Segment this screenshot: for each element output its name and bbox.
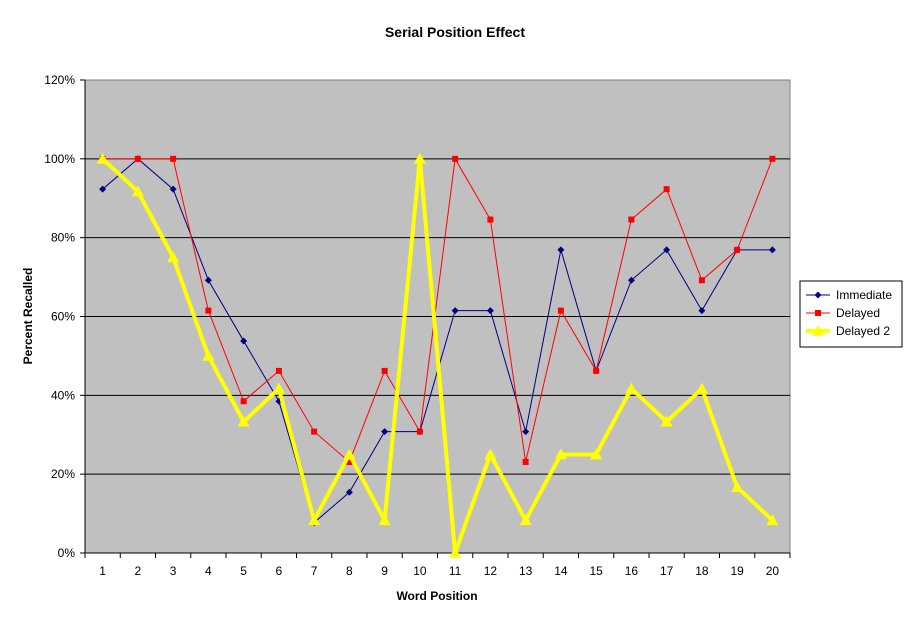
data-point-delayed-2 <box>660 415 673 427</box>
data-point-immediate <box>557 246 565 254</box>
data-point-delayed-2 <box>378 514 391 526</box>
data-point-delayed-2 <box>766 514 779 526</box>
data-point-immediate <box>381 428 389 436</box>
data-point-delayed-2 <box>131 185 144 197</box>
x-tick-label: 6 <box>276 564 283 578</box>
data-point-immediate <box>768 246 776 254</box>
legend-label-immediate: Immediate <box>836 288 892 302</box>
x-tick-label: 8 <box>346 564 353 578</box>
y-tick-label: 120% <box>44 73 75 87</box>
data-point-delayed <box>769 155 776 162</box>
x-tick-label: 5 <box>240 564 247 578</box>
data-point-immediate <box>99 185 107 193</box>
y-tick-label: 80% <box>51 231 75 245</box>
data-point-immediate <box>522 428 530 436</box>
legend: Immediate Delayed Delayed 2 <box>799 280 903 348</box>
data-point-delayed <box>593 367 600 374</box>
data-point-immediate <box>698 307 706 315</box>
data-point-delayed-2 <box>272 382 285 394</box>
legend-marker-immediate <box>814 291 822 299</box>
y-tick-label: 0% <box>58 546 76 560</box>
x-tick-label: 16 <box>625 564 639 578</box>
y-tick-label: 60% <box>51 310 75 324</box>
data-point-delayed-2 <box>590 448 603 460</box>
x-tick-label: 12 <box>484 564 498 578</box>
data-point-delayed <box>240 398 247 405</box>
data-point-delayed-2 <box>625 382 638 394</box>
data-point-delayed-2 <box>237 415 250 427</box>
legend-label-delayed-2: Delayed 2 <box>836 324 890 338</box>
data-point-immediate <box>204 276 212 284</box>
data-point-delayed <box>311 428 318 435</box>
data-point-delayed <box>522 458 529 465</box>
data-point-delayed-2 <box>731 481 744 492</box>
data-point-delayed <box>663 186 670 193</box>
legend-marker-delayed-2 <box>812 325 824 336</box>
data-point-immediate <box>486 307 494 315</box>
data-point-delayed-2 <box>695 382 708 394</box>
x-tick-label: 15 <box>589 564 603 578</box>
series-line-delayed <box>102 157 773 463</box>
x-axis-title: Word Position <box>396 589 477 603</box>
chart-title: Serial Position Effect <box>385 24 525 40</box>
x-tick-label: 14 <box>554 564 568 578</box>
series-delayed-2 <box>96 152 779 558</box>
y-tick-label: 40% <box>51 388 75 402</box>
y-tick-label: 100% <box>44 152 75 166</box>
x-tick-label: 2 <box>135 564 142 578</box>
data-point-immediate <box>240 337 248 345</box>
data-point-delayed <box>134 155 141 162</box>
x-tick-label: 7 <box>311 564 318 578</box>
legend-label-delayed: Delayed <box>836 306 880 320</box>
x-tick-label: 18 <box>695 564 709 578</box>
x-tick-label: 17 <box>660 564 674 578</box>
data-point-immediate <box>169 185 177 193</box>
data-point-delayed <box>734 246 741 253</box>
data-point-immediate <box>345 488 353 496</box>
data-point-delayed-2 <box>519 514 532 526</box>
series-delayed <box>99 155 776 465</box>
data-point-delayed <box>452 155 459 162</box>
data-point-immediate <box>451 307 459 315</box>
data-point-delayed-2 <box>96 152 109 164</box>
data-point-delayed-2 <box>343 448 356 460</box>
data-point-immediate <box>663 246 671 254</box>
x-tick-label: 1 <box>99 564 106 578</box>
data-point-delayed <box>487 216 494 223</box>
data-point-delayed-2 <box>308 514 321 526</box>
x-tick-label: 9 <box>381 564 388 578</box>
data-point-delayed-2 <box>554 448 567 460</box>
data-point-delayed <box>275 367 282 374</box>
data-point-delayed <box>698 277 705 284</box>
data-point-delayed <box>416 428 423 435</box>
x-tick-label: 13 <box>519 564 533 578</box>
data-point-delayed <box>170 155 177 162</box>
legend-marker-delayed <box>815 310 821 316</box>
series-line-delayed-2 <box>101 157 774 554</box>
data-point-delayed <box>381 367 388 374</box>
data-point-delayed <box>628 216 635 223</box>
data-point-delayed <box>346 458 353 465</box>
x-tick-label: 20 <box>766 564 780 578</box>
data-point-delayed <box>205 307 212 314</box>
x-tick-label: 19 <box>730 564 744 578</box>
y-axis-title: Percent Recalled <box>21 268 35 365</box>
x-tick-label: 11 <box>449 564 462 578</box>
data-point-delayed <box>557 307 564 314</box>
data-point-delayed-2 <box>449 547 462 558</box>
x-tick-label: 3 <box>170 564 177 578</box>
data-point-delayed-2 <box>484 448 497 460</box>
data-point-immediate <box>627 276 635 284</box>
data-point-delayed-2 <box>167 251 180 263</box>
data-point-delayed-2 <box>413 152 426 164</box>
x-tick-label: 4 <box>205 564 212 578</box>
data-point-delayed-2 <box>202 349 215 361</box>
plot-area: 0%20%40%60%80%100%120%1 2 3 4 5 6 7 8 9 10 11 12 13 1… <box>44 73 791 578</box>
x-tick-label: 10 <box>413 564 427 578</box>
y-tick-label: 20% <box>51 467 75 481</box>
